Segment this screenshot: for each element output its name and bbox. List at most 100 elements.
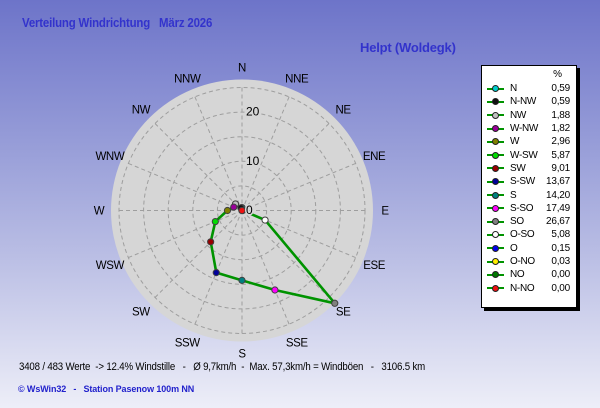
legend-unit-header: % — [553, 69, 562, 80]
legend-box: % N 0,59 N-NW 0,59 NW 1,88 W-NW 1,82 W 2,96 W-SW 5,… — [481, 65, 577, 308]
legend-percent-value: 26,67 — [545, 216, 570, 228]
legend-percent-value: 0,59 — [551, 96, 570, 108]
ring-label: 0 — [246, 203, 253, 217]
data-point-W-SW — [211, 217, 219, 226]
station-name: Helpt (Woldegk) — [360, 40, 456, 55]
direction-label: SE — [336, 307, 351, 319]
legend-percent-value: 0,03 — [551, 256, 570, 267]
legend-direction-label: O-SO — [510, 229, 535, 241]
data-point-O-SO — [261, 216, 269, 224]
direction-label: E — [381, 206, 389, 218]
legend-direction-label: N-NW — [510, 96, 537, 108]
legend-direction-label: SW — [510, 162, 526, 174]
legend-row: W-NW 1,82 — [482, 122, 576, 135]
direction-label: SSE — [286, 338, 309, 350]
legend-percent-value: 17,49 — [545, 202, 570, 214]
legend-marker-icon — [487, 178, 504, 186]
legend-percent-value: 1,88 — [551, 109, 570, 121]
data-point-SW — [207, 238, 215, 246]
data-point-S-SO — [271, 286, 279, 294]
direction-label: NNE — [285, 73, 309, 85]
stats-line: 3408 / 483 Werte -> 12.4% Windstille - Ø… — [19, 361, 425, 373]
legend-direction-label: N — [510, 83, 517, 95]
legend-marker-icon — [487, 98, 504, 106]
legend-direction-label: NO — [510, 269, 525, 281]
legend-row: S 14,20 — [482, 188, 576, 201]
data-point-SO — [331, 299, 339, 307]
legend-row: NO 0,00 — [482, 268, 576, 281]
legend-marker-icon — [487, 244, 504, 252]
data-point-S — [238, 276, 246, 284]
legend-direction-label: SO — [510, 216, 524, 228]
data-point-W — [223, 206, 232, 215]
legend-marker-icon — [487, 284, 504, 292]
legend-marker-icon — [487, 218, 504, 226]
ring-label: 10 — [246, 154, 260, 168]
legend-marker-icon — [487, 204, 504, 212]
legend-direction-label: W — [510, 136, 520, 148]
page-title: Verteilung Windrichtung März 2026 — [22, 15, 213, 30]
legend-marker-icon — [487, 111, 504, 119]
legend-row: O-SO 5,08 — [482, 228, 576, 241]
legend-percent-value: 5,87 — [551, 149, 570, 161]
legend-direction-label: S-SW — [510, 176, 535, 188]
direction-label: S — [238, 349, 246, 361]
legend-direction-label: W-SW — [510, 149, 538, 161]
legend-marker-icon — [487, 271, 504, 279]
legend-row: NW 1,88 — [482, 109, 576, 122]
legend-row: O 0,15 — [482, 242, 576, 255]
direction-label: WNW — [95, 151, 124, 163]
legend-row: N 0,59 — [482, 82, 576, 95]
direction-label: WSW — [96, 260, 125, 272]
legend-rows: N 0,59 N-NW 0,59 NW 1,88 W-NW 1,82 W 2,96 W-SW 5,87… — [482, 82, 576, 295]
direction-label: NW — [132, 104, 151, 116]
legend-direction-label: N-NO — [510, 282, 535, 294]
legend-row: N-NO 0,00 — [482, 281, 576, 294]
legend-percent-value: 9,01 — [551, 162, 570, 174]
legend-direction-label: W-NW — [510, 123, 539, 135]
legend-marker-icon — [487, 164, 504, 172]
legend-percent-value: 0,00 — [551, 269, 570, 281]
legend-row: W 2,96 — [482, 135, 576, 148]
legend-row: SO 26,67 — [482, 215, 576, 228]
direction-label: W — [94, 206, 105, 218]
direction-label: NE — [336, 104, 352, 116]
legend-direction-label: S — [510, 189, 517, 201]
legend-row: W-SW 5,87 — [482, 148, 576, 161]
legend-row: N-NW 0,59 — [482, 95, 576, 108]
legend-percent-value: 0,15 — [551, 242, 570, 254]
legend-percent-value: 0,00 — [551, 282, 570, 294]
direction-label: SW — [132, 307, 150, 319]
direction-label: N — [238, 63, 246, 75]
legend-percent-value: 2,96 — [551, 136, 570, 148]
legend-marker-icon — [487, 151, 504, 159]
direction-label: ENE — [363, 151, 386, 163]
credit-line: © WsWin32 - Station Pasenow 100m NN — [18, 384, 195, 394]
legend-row: SW 9,01 — [482, 162, 576, 175]
legend-row: S-SO 17,49 — [482, 202, 576, 215]
legend-direction-label: O-NO — [510, 256, 535, 267]
legend-marker-icon — [487, 125, 504, 133]
legend-percent-value: 5,08 — [551, 229, 570, 241]
ring-label: 20 — [246, 105, 260, 119]
data-point-W-NW — [230, 203, 238, 211]
legend-percent-value: 14,20 — [545, 189, 570, 201]
direction-label: ESE — [363, 260, 386, 272]
legend-marker-icon — [487, 231, 504, 239]
legend-marker-icon — [487, 258, 504, 266]
legend-marker-icon — [487, 191, 504, 199]
legend-percent-value: 1,82 — [551, 123, 570, 135]
data-point-N-NO — [238, 206, 246, 215]
legend-row: S-SW 13,67 — [482, 175, 576, 188]
legend-direction-label: NW — [510, 109, 527, 121]
direction-label: NNW — [174, 73, 201, 85]
legend-row: O-NO 0,03 — [482, 255, 576, 268]
legend-percent-value: 0,59 — [551, 83, 570, 95]
data-point-S-SW — [212, 269, 220, 277]
legend-marker-icon — [487, 138, 504, 146]
direction-label: SSW — [175, 338, 201, 350]
legend-direction-label: O — [510, 242, 518, 254]
legend-direction-label: S-SO — [510, 202, 534, 214]
legend-marker-icon — [487, 85, 504, 93]
